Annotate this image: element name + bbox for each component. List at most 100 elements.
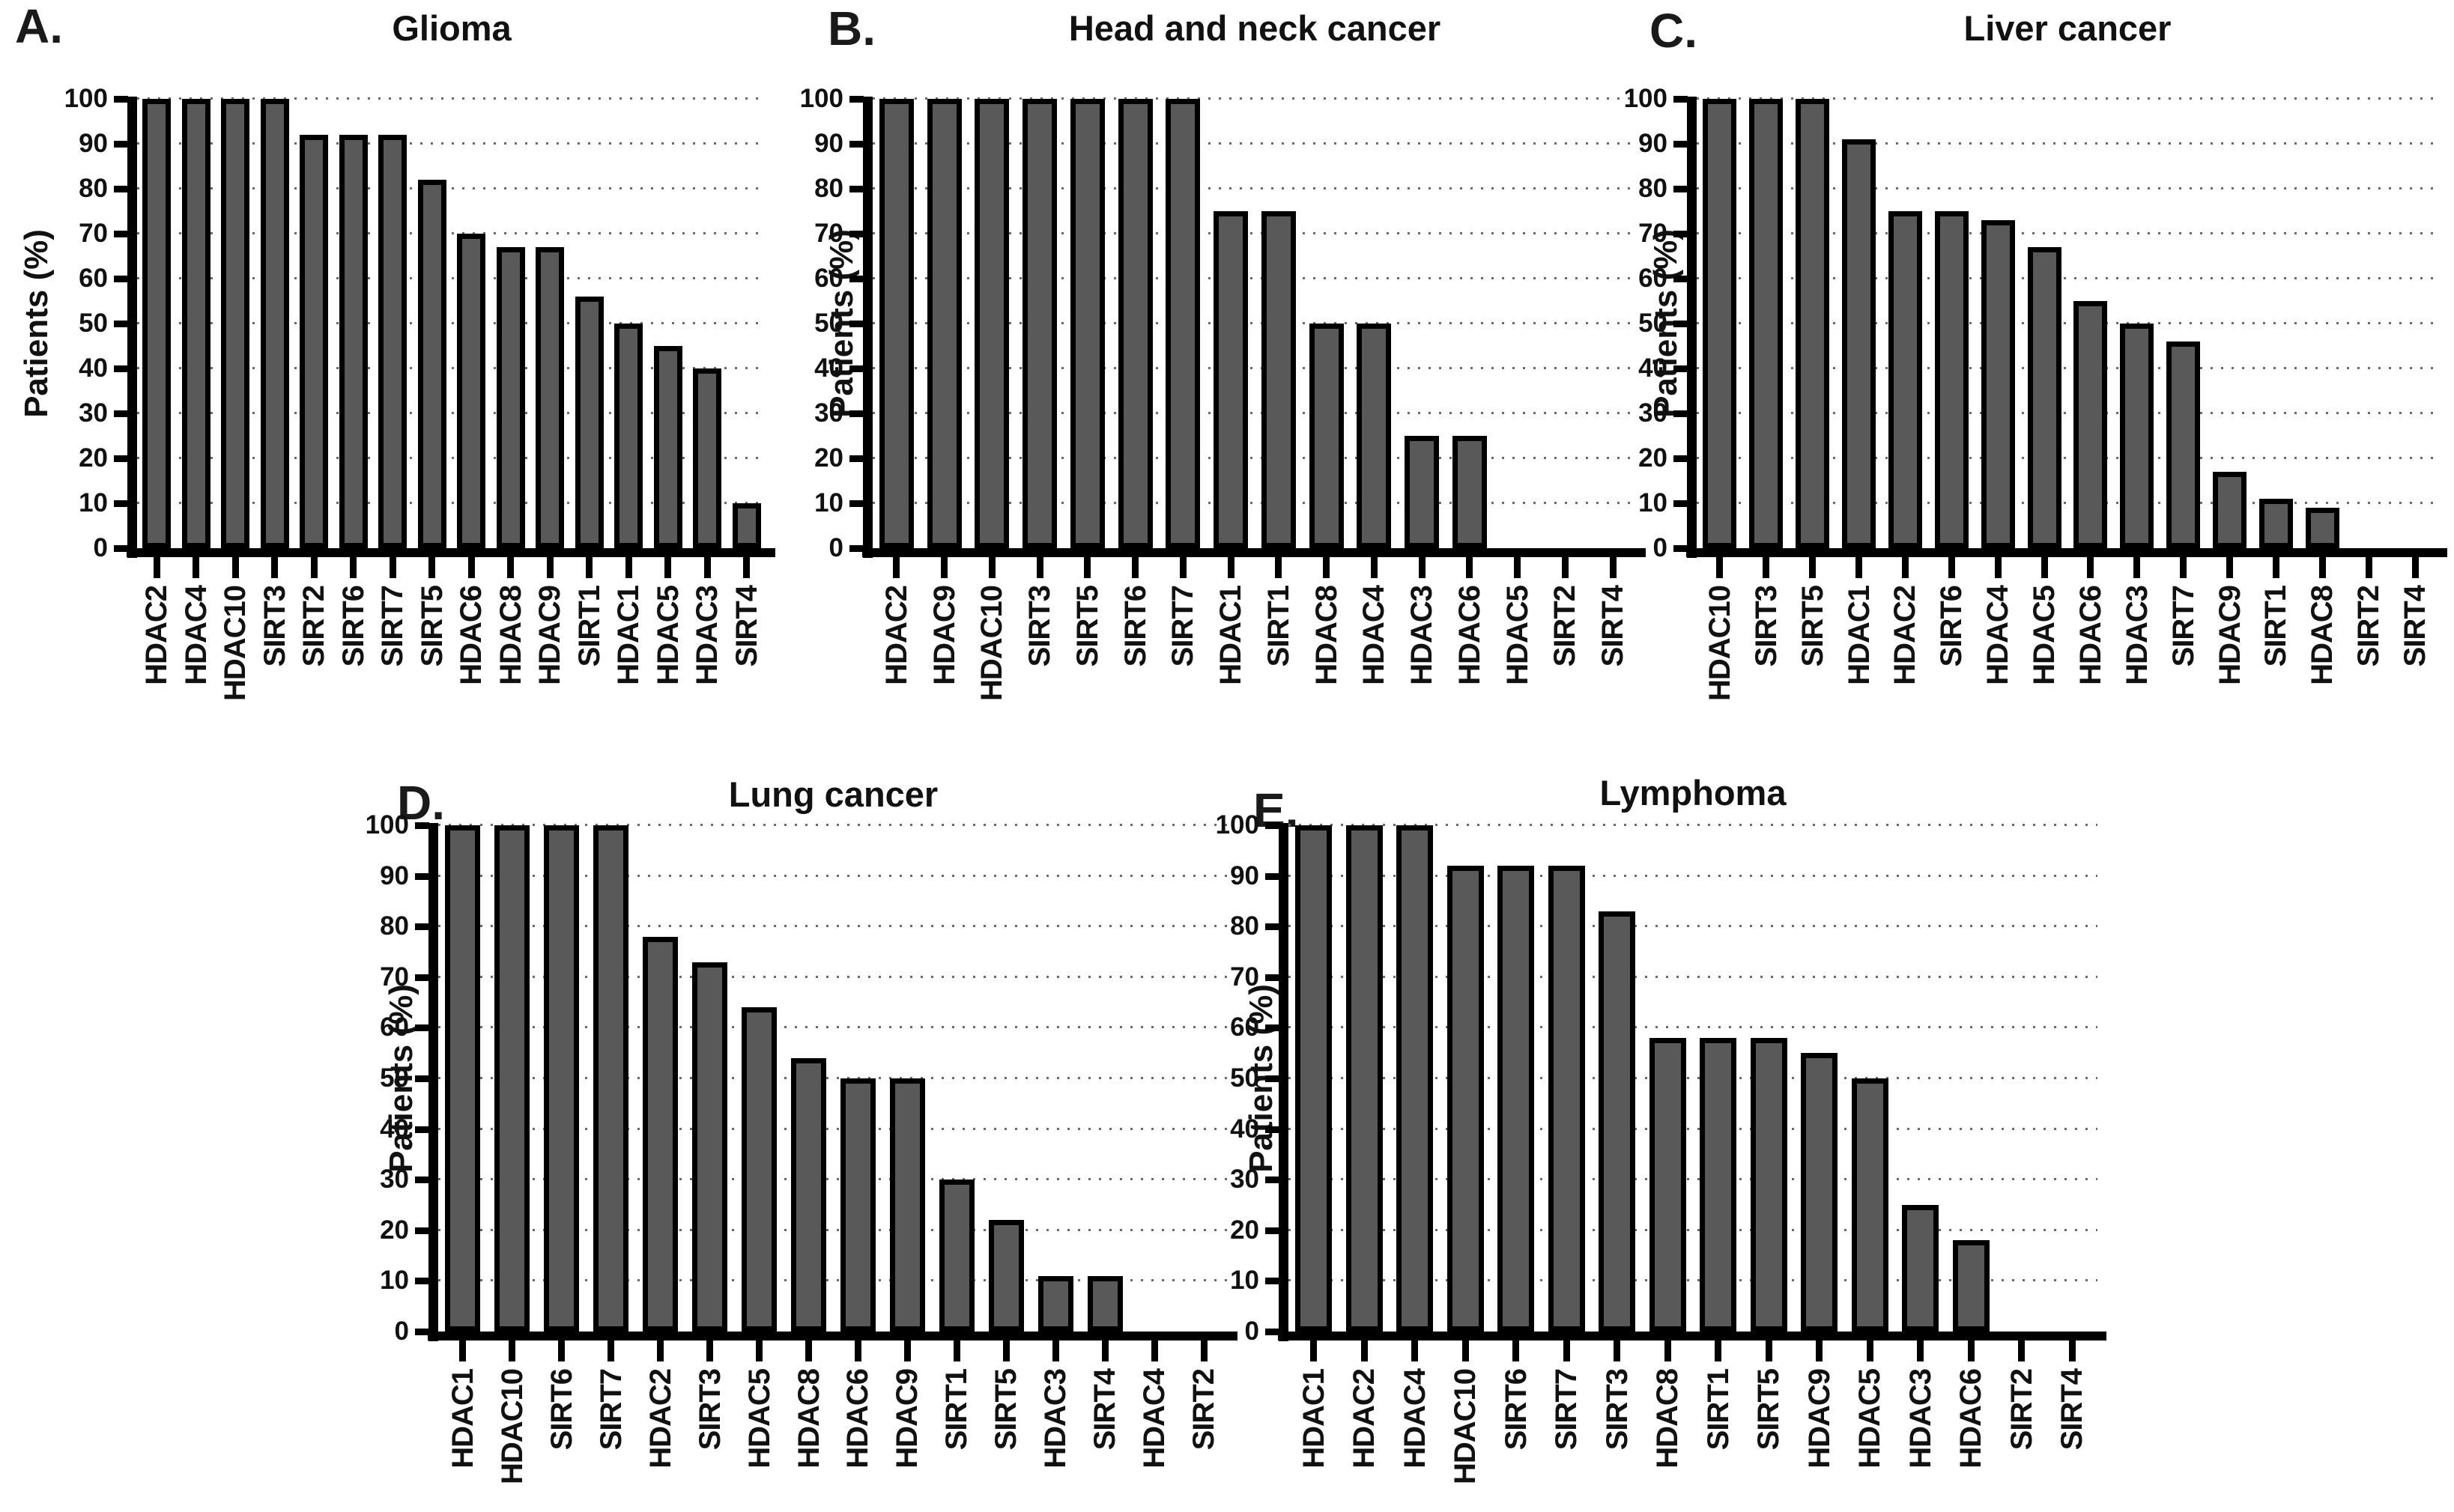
x-tick-label: SIRT3 <box>258 586 291 667</box>
bar-sirt1 <box>2259 499 2293 548</box>
chart-title: Liver cancer <box>1963 8 2172 48</box>
x-tick-label: HDAC3 <box>1405 586 1439 685</box>
x-tick <box>703 557 711 578</box>
y-tick-label: 100 <box>1623 84 1667 113</box>
x-tick-label: HDAC8 <box>2306 586 2339 685</box>
x-tick-label: SIRT2 <box>1187 1369 1221 1451</box>
x-tick-label: HDAC10 <box>1703 586 1736 702</box>
y-tick-label: 50 <box>1638 309 1667 338</box>
y-tick-label: 20 <box>814 443 843 473</box>
x-tick <box>625 557 632 578</box>
x-tick <box>1466 557 1473 578</box>
y-tick <box>1265 1176 1279 1184</box>
x-tick <box>1200 1341 1208 1361</box>
y-tick <box>1673 455 1688 462</box>
y-tick-label: 100 <box>365 810 409 840</box>
x-tick <box>1002 1341 1010 1361</box>
y-tick <box>415 974 429 981</box>
y-tick <box>849 186 864 192</box>
gridline-70 <box>1697 232 2438 234</box>
bar-sirt6 <box>1935 211 1969 548</box>
bar-sirt3 <box>1749 99 1783 548</box>
bar-hdac2 <box>1888 211 1922 548</box>
bar-sirt4 <box>1088 1275 1123 1332</box>
bar-sirt5 <box>1796 99 1829 548</box>
x-tick-label: SIRT1 <box>1701 1369 1735 1451</box>
bar-hdac8 <box>1309 324 1344 548</box>
x-tick-label: SIRT6 <box>1935 586 1969 667</box>
y-tick-label: 50 <box>79 309 108 338</box>
x-tick <box>1084 557 1091 578</box>
y-tick <box>114 545 128 552</box>
bar-hdac3 <box>1405 436 1439 548</box>
x-tick <box>509 1341 516 1361</box>
x-tick-label: HDAC5 <box>651 586 685 685</box>
gridline-70 <box>137 232 766 234</box>
plot-area: 0 10 20 30 40 50 60 70 80 90 100 HDAC1 HDAC2 HDAC4 HDA… <box>1216 810 2106 1484</box>
bar-hdac1 <box>445 825 480 1332</box>
y-tick <box>1673 545 1688 552</box>
y-tick-label: 80 <box>380 911 409 941</box>
gridline-10 <box>1288 1279 2097 1282</box>
y-tick-label: 10 <box>380 1266 409 1296</box>
bar-hdac6 <box>840 1078 876 1332</box>
y-tick-label: 50 <box>814 309 843 338</box>
x-tick-label: HDAC2 <box>643 1369 677 1469</box>
gridline-80 <box>137 187 766 189</box>
x-tick <box>1323 557 1330 578</box>
x-tick <box>271 557 279 578</box>
y-tick-label: 100 <box>64 84 108 113</box>
bar-hdac5 <box>654 346 682 548</box>
bar-sirt3 <box>1022 99 1057 548</box>
y-tick-label: 20 <box>1638 443 1667 473</box>
bar-hdac10 <box>494 825 530 1332</box>
gridline-60 <box>137 277 766 279</box>
y-tick <box>1673 365 1688 372</box>
chart-title: Lung cancer <box>728 774 939 814</box>
bar-sirt7 <box>378 135 407 548</box>
y-tick-label: 50 <box>380 1063 409 1093</box>
y-tick <box>415 822 429 829</box>
bar-hdac10 <box>1447 866 1484 1332</box>
gridline-20 <box>137 457 766 459</box>
x-tick-label: SIRT3 <box>1023 586 1057 667</box>
y-tick <box>114 455 128 462</box>
y-tick <box>1673 410 1688 417</box>
x-tick-label: HDAC5 <box>2028 586 2061 685</box>
x-tick <box>1765 1341 1772 1361</box>
x-tick <box>1994 557 2002 578</box>
bar-hdac10 <box>975 99 1009 548</box>
x-tick <box>2087 557 2094 578</box>
gridline-40 <box>137 367 766 369</box>
y-tick-label: 10 <box>814 488 843 517</box>
x-tick <box>2133 557 2141 578</box>
chart-panel-lung-cancer: D. Lung cancer Patients (%) 0 10 20 30 40 50 6… <box>366 768 1243 1512</box>
y-tick <box>849 231 864 237</box>
x-tick-label: HDAC3 <box>2120 586 2154 685</box>
y-tick <box>849 455 864 462</box>
x-tick <box>153 557 160 578</box>
bar-sirt5 <box>1070 99 1105 548</box>
bar-hdac8 <box>497 247 525 548</box>
y-tick <box>1673 500 1688 507</box>
panel-letter: D. <box>397 776 445 830</box>
x-tick <box>1052 1341 1059 1361</box>
y-tick <box>415 872 429 880</box>
plot-area: 0 10 20 30 40 50 60 70 80 90 100 HDAC2 HDAC9 HDAC10 SI… <box>800 84 1646 701</box>
gridline-50 <box>1697 322 2438 324</box>
y-axis-line <box>127 97 137 558</box>
y-tick-label: 10 <box>1638 488 1667 517</box>
x-tick-label: SIRT7 <box>1166 586 1200 667</box>
x-tick-label: HDAC4 <box>1981 586 2015 685</box>
x-tick-label: HDAC10 <box>975 586 1009 702</box>
y-tick-label: 100 <box>799 84 843 113</box>
bar-hdac4 <box>1357 324 1391 548</box>
x-tick <box>389 557 396 578</box>
bar-sirt6 <box>339 135 368 548</box>
y-tick <box>114 231 128 237</box>
x-tick <box>1967 1341 1975 1361</box>
gridline-70 <box>873 232 1637 234</box>
gridline-40 <box>873 367 1637 369</box>
x-tick-label: SIRT5 <box>1752 1369 1786 1451</box>
x-tick-label: HDAC4 <box>1398 1369 1432 1469</box>
